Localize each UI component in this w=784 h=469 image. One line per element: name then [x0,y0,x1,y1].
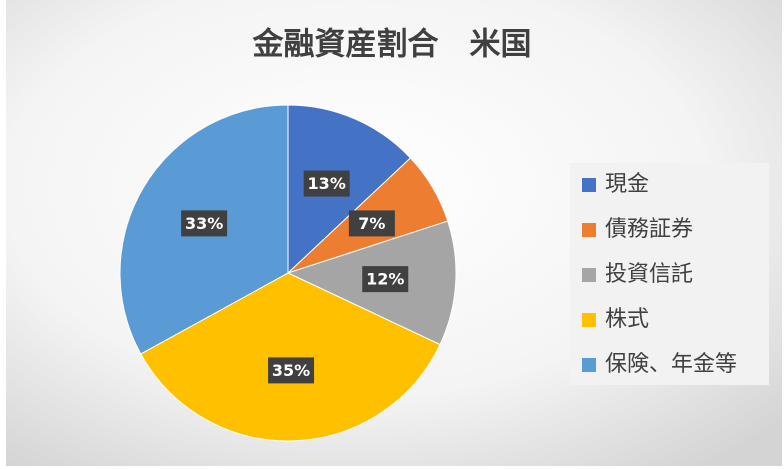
data-label: 35% [272,361,310,380]
legend-label: 株式 [605,307,649,332]
data-label-box [268,357,315,384]
legend-label: 投資信託 [605,262,693,287]
legend-swatch [582,268,596,282]
legend-label: 現金 [605,172,649,197]
legend-swatch [582,358,596,372]
data-label: 13% [308,174,346,193]
chart-title: 金融資産割合 米国 [252,27,532,63]
legend-swatch [582,223,596,237]
legend-box [570,163,769,385]
legend-label: 債務証券 [605,217,693,242]
legend-swatch [582,178,596,192]
legend-swatch [582,313,596,327]
legend-label: 保険、年金等 [605,352,737,377]
data-label-box [303,170,350,197]
data-label: 12% [366,270,404,289]
pie-slice [140,272,441,442]
data-label-box [181,210,228,237]
data-label: 7% [358,214,385,233]
data-label-box [362,266,409,293]
data-label: 33% [185,214,223,233]
data-label-box [348,210,395,237]
